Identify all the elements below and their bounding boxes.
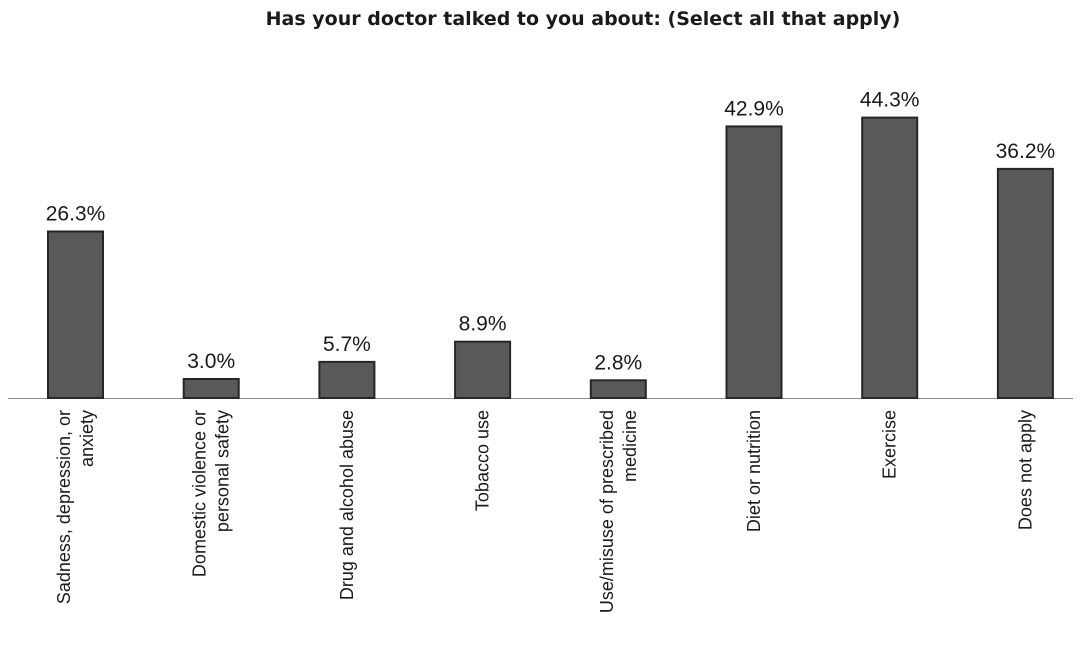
chart-title: Has your doctor talked to you about: (Se… <box>265 8 901 30</box>
category-label-line: personal safety <box>213 410 233 532</box>
category-labels-group: Sadness, depression, or anxiety Domestic v… <box>54 410 1035 613</box>
bar-2 <box>182 378 240 399</box>
bar-4 <box>454 340 512 400</box>
category-label-line: Use/misuse of prescribed <box>597 410 617 613</box>
category-label-line: Tobacco use <box>473 410 493 511</box>
bar-3 <box>318 360 376 399</box>
bar-8 <box>996 167 1054 399</box>
data-label-1: 26.3% <box>46 203 106 226</box>
category-label-7: Exercise <box>880 410 900 479</box>
data-label-7: 44.3% <box>860 89 920 112</box>
category-label-6: Diet or nutrition <box>744 410 764 532</box>
data-label-5: 2.8% <box>594 351 642 374</box>
category-label-4: Tobacco use <box>473 410 493 511</box>
bar-6 <box>725 125 783 400</box>
category-label-line: Drug and alcohol abuse <box>337 410 357 600</box>
bars-group <box>47 116 1054 400</box>
data-label-3: 5.7% <box>323 333 371 356</box>
bar-1 <box>47 230 104 399</box>
data-labels-group: 26.3% 3.0% 5.7% 8.9% 2.8% 42.9% 44.3% 36.2% <box>46 89 1055 375</box>
bar-7 <box>861 116 919 399</box>
category-label-line: medicine <box>620 410 640 482</box>
data-label-8: 36.2% <box>996 140 1056 163</box>
data-label-6: 42.9% <box>724 97 784 120</box>
category-label-line: Exercise <box>880 410 900 479</box>
category-label-3: Drug and alcohol abuse <box>337 410 357 600</box>
category-label-line: Sadness, depression, or <box>54 410 74 604</box>
category-label-line: Domestic violence or <box>190 410 210 577</box>
data-label-4: 8.9% <box>459 313 507 336</box>
bar-5 <box>589 379 647 399</box>
category-label-1: Sadness, depression, or anxiety <box>54 410 97 604</box>
category-label-line: Does not apply <box>1015 410 1035 530</box>
category-label-2: Domestic violence or personal safety <box>190 410 233 577</box>
category-label-8: Does not apply <box>1015 410 1035 530</box>
category-label-line: Diet or nutrition <box>744 410 764 532</box>
category-label-5: Use/misuse of prescribed medicine <box>597 410 640 613</box>
data-label-2: 3.0% <box>187 350 235 373</box>
category-label-line: anxiety <box>77 410 97 467</box>
